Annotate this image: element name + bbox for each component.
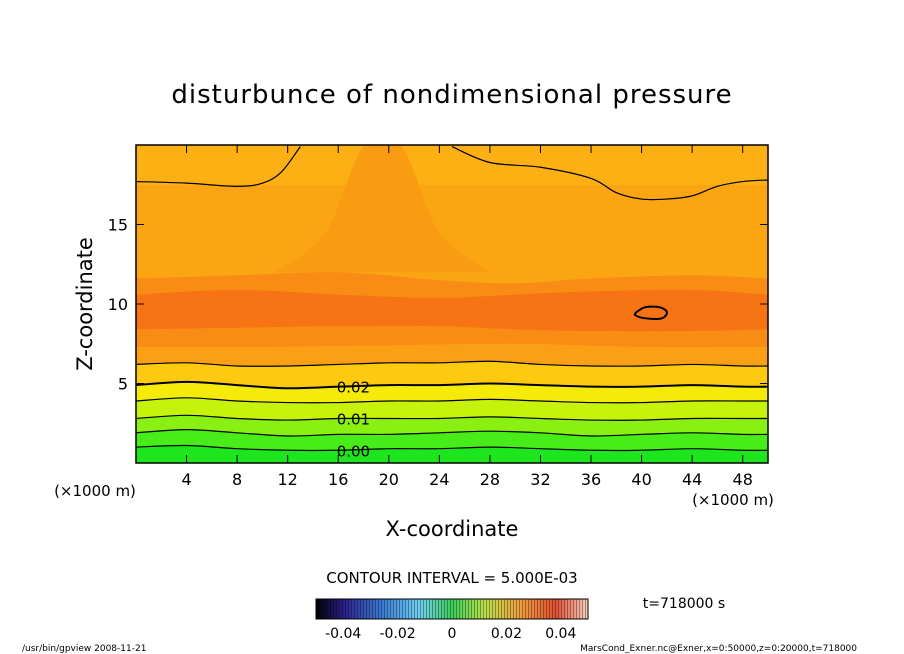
- time-label: t=718000 s: [643, 596, 725, 612]
- contour-line-0: [136, 444, 768, 452]
- contour-label-2: 0.00: [337, 442, 370, 460]
- contour-line-7: [451, 146, 768, 201]
- contour-line-8: [633, 305, 668, 320]
- band-upper-a: [136, 343, 768, 367]
- x-axis-unit-left: (×1000 m): [54, 482, 136, 500]
- contour-line-1: [136, 429, 768, 437]
- x-tick-label-0: 4: [181, 470, 191, 489]
- band-3: [136, 397, 768, 421]
- band-upper-c: [136, 272, 768, 298]
- x-axis-label: X-coordinate: [386, 517, 519, 541]
- colorbar-ticks: -0.04 -0.02 0 0.02 0.04: [325, 626, 576, 642]
- contour-line-6: [136, 146, 301, 187]
- colorbar-tick-label-0: -0.04: [325, 626, 361, 642]
- x-tick-label-9: 40: [631, 470, 651, 489]
- x-tick-label-6: 28: [480, 470, 500, 489]
- y-tick-label-0: 5: [118, 375, 128, 394]
- colorbar-tick-label-3: 0.02: [491, 626, 522, 642]
- y-axis-label: Z-coordinate: [73, 237, 97, 371]
- x-axis-unit-right: (×1000 m): [692, 491, 774, 509]
- filled-contours: [136, 145, 768, 463]
- colorbar-tick-label-4: 0.04: [545, 626, 576, 642]
- contour-line-4: [136, 380, 768, 390]
- band-hump: [275, 145, 490, 273]
- band-1: [136, 429, 768, 451]
- x-tick-label-10: 44: [682, 470, 702, 489]
- chart-title: disturbunce of nondimensional pressure: [171, 80, 732, 110]
- x-tick-label-2: 12: [278, 470, 298, 489]
- colorbar-stripes: [316, 599, 588, 619]
- contour-labels: 0.02 0.01 0.00: [337, 379, 370, 461]
- contour-interval-label: CONTOUR INTERVAL = 5.000E-03: [326, 569, 577, 587]
- x-axis: 4 8 12 16 20 24 28 32 36 40 44 48: [181, 145, 753, 489]
- band-5: [136, 361, 768, 389]
- x-tick-label-3: 16: [328, 470, 348, 489]
- footer-left: /usr/bin/gpview 2008-11-21: [22, 644, 146, 654]
- footer-right: MarsCond_Exner.nc@Exner,x=0:50000,z=0:20…: [580, 644, 857, 654]
- colorbar-tick-label-1: -0.02: [379, 626, 415, 642]
- x-tick-label-11: 48: [733, 470, 753, 489]
- contour-lines: [136, 146, 768, 452]
- colorbar-tick-label-2: 0: [448, 626, 457, 642]
- x-tick-label-8: 36: [581, 470, 601, 489]
- y-axis: 5 10 15: [108, 216, 768, 394]
- contour-line-5: [136, 360, 768, 367]
- band-core: [136, 289, 768, 332]
- contour-label-1: 0.01: [337, 410, 370, 428]
- band-upper-b: [136, 325, 768, 348]
- x-tick-label-7: 32: [530, 470, 550, 489]
- y-tick-label-2: 15: [108, 216, 128, 235]
- x-tick-label-4: 20: [379, 470, 399, 489]
- x-tick-label-5: 24: [429, 470, 449, 489]
- contour-label-0: 0.02: [337, 379, 370, 397]
- y-tick-label-1: 10: [108, 295, 128, 314]
- band-0: [136, 445, 768, 463]
- contour-line-3: [136, 397, 768, 404]
- x-tick-label-1: 8: [232, 470, 242, 489]
- contour-line-2: [136, 414, 768, 421]
